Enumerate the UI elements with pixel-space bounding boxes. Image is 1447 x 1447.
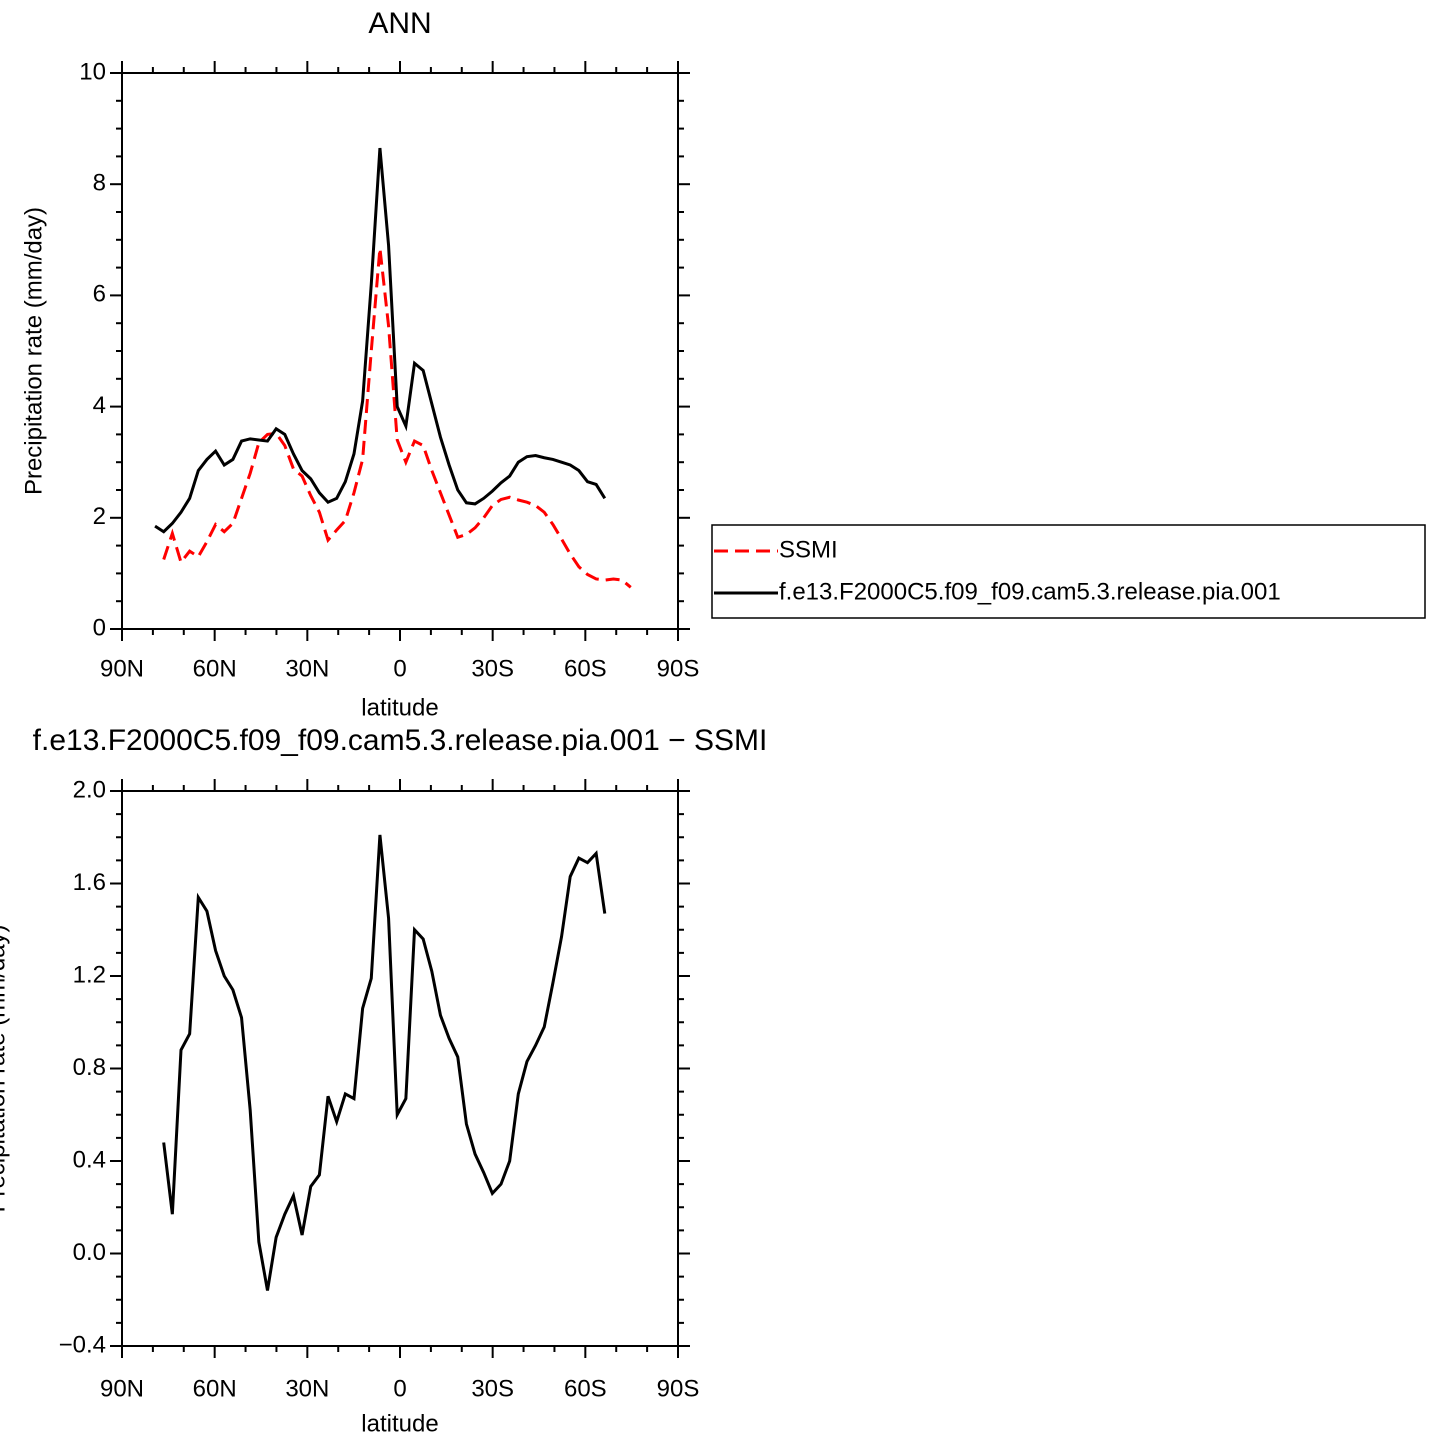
y-tick-label: 4 [93, 392, 106, 419]
y-axis-label: Precipitation rate (mm/day) [0, 924, 10, 1212]
chart-title: f.e13.F2000C5.f09_f09.cam5.3.release.pia… [33, 724, 768, 757]
plot-frame [121, 790, 679, 1347]
x-tick-label: 90S [657, 1375, 700, 1402]
x-axis-label: latitude [361, 694, 438, 721]
plot-frame [121, 72, 679, 630]
x-tick-label: 60S [564, 1375, 607, 1402]
y-tick-label: 6 [93, 281, 106, 308]
x-tick-label: 90N [100, 1375, 144, 1402]
chart-title: ANN [368, 7, 431, 40]
y-tick-label: 1.6 [73, 869, 106, 896]
x-tick-label: 30N [285, 655, 329, 682]
x-tick-label: 60N [193, 1375, 237, 1402]
x-tick-label: 0 [393, 655, 406, 682]
y-tick-label: 0.0 [73, 1239, 106, 1266]
legend-label: SSMI [779, 536, 838, 563]
y-axis-label: Precipitation rate (mm/day) [20, 207, 47, 495]
y-tick-label: 2 [93, 503, 106, 530]
legend-label: f.e13.F2000C5.f09_f09.cam5.3.release.pia… [779, 578, 1281, 605]
x-tick-label: 60N [193, 655, 237, 682]
data-line [154, 147, 607, 534]
y-tick-label: 10 [79, 58, 106, 85]
x-axis-label: latitude [361, 1410, 438, 1437]
y-tick-label: 0 [93, 614, 106, 641]
y-tick-label: 0.4 [73, 1146, 106, 1173]
x-tick-label: 30S [471, 1375, 514, 1402]
x-tick-label: 90S [657, 655, 700, 682]
y-tick-label: −0.4 [59, 1331, 106, 1358]
data-line [162, 247, 632, 589]
y-tick-label: 8 [93, 170, 106, 197]
y-tick-label: 1.2 [73, 961, 106, 988]
data-line [162, 834, 607, 1291]
x-tick-label: 90N [100, 655, 144, 682]
x-tick-label: 30S [471, 655, 514, 682]
legend-box [711, 524, 1426, 619]
x-tick-label: 60S [564, 655, 607, 682]
x-tick-label: 0 [393, 1375, 406, 1402]
x-tick-label: 30N [285, 1375, 329, 1402]
y-tick-label: 0.8 [73, 1054, 106, 1081]
y-tick-label: 2.0 [73, 776, 106, 803]
